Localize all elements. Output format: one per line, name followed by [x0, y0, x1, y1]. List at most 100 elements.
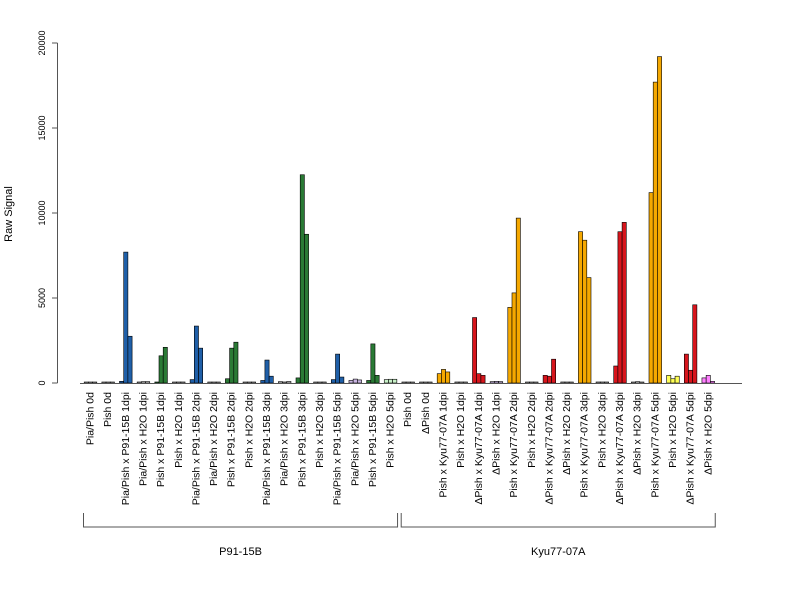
bar	[683, 353, 689, 384]
y-tick-label: 15000	[37, 115, 47, 140]
bar	[109, 381, 115, 384]
x-tick-label: Pish x H2O 5dpi	[667, 392, 679, 468]
bar	[260, 380, 266, 384]
bar	[229, 347, 235, 384]
bar-series	[83, 56, 715, 384]
bar	[154, 381, 160, 384]
bar	[194, 325, 199, 384]
bar	[498, 381, 504, 384]
bar	[670, 378, 676, 384]
bar	[357, 379, 362, 384]
bar	[352, 378, 358, 384]
bar	[172, 381, 177, 384]
bar	[701, 377, 707, 384]
bar	[176, 381, 182, 384]
strain-label: P91-15B	[219, 546, 262, 558]
bar	[92, 381, 98, 384]
bar	[441, 369, 446, 384]
bar	[515, 217, 521, 384]
bar	[180, 381, 186, 384]
bar	[366, 380, 372, 384]
bar	[321, 381, 327, 384]
bar	[458, 381, 464, 384]
bar	[211, 381, 217, 384]
bar	[339, 376, 345, 384]
bar	[101, 381, 107, 384]
bar	[401, 381, 407, 384]
bar	[207, 381, 213, 384]
bar	[507, 307, 513, 384]
bar	[525, 381, 530, 384]
x-tick-label: Pish x P91-15B 5dpi	[367, 392, 379, 487]
bar	[568, 381, 574, 384]
bar	[445, 371, 451, 384]
bar	[242, 381, 248, 384]
bar	[688, 369, 693, 384]
bar	[578, 231, 583, 384]
x-tick-label: ΔPish x H2O 2dpi	[561, 392, 573, 475]
x-tick-label: Pia/Pish x H2O 3dpi	[279, 392, 291, 486]
strain-brackets: P91-15B Kyu77-07A	[83, 513, 716, 558]
bar	[317, 381, 323, 384]
bar	[551, 358, 556, 384]
x-tick-label: Pia/Pish x H2O 2dpi	[208, 392, 220, 486]
bar	[388, 378, 393, 384]
y-tick-label: 0	[37, 380, 47, 385]
x-tick-label: Pish x H2O 2dpi	[526, 392, 538, 468]
x-tick-label: Pia/Pish x P91-15B 2dpi	[190, 392, 202, 505]
y-tick-label: 5000	[37, 288, 47, 308]
bar	[533, 381, 539, 384]
bar	[313, 381, 319, 384]
bar	[454, 381, 460, 384]
x-tick-label: ΔPish x Kyu77-07A 3dpi	[614, 392, 626, 505]
y-axis-label: Raw Signal	[3, 186, 15, 242]
bar	[692, 304, 698, 384]
x-tick-label: ΔPish x H2O 3dpi	[632, 392, 644, 475]
bar	[436, 373, 442, 384]
x-tick-label: ΔPish x Kyu77-07A 2dpi	[543, 392, 555, 505]
x-tick-label: ΔPish x Kyu77-07A 5dpi	[685, 392, 697, 505]
bar	[511, 292, 517, 384]
x-tick-label: Pish x Kyu77-07A 1dpi	[438, 392, 450, 498]
bar	[480, 375, 486, 384]
bar	[427, 381, 433, 384]
x-tick-label: Pish x P91-15B 1dpi	[155, 392, 167, 487]
bar	[666, 375, 672, 384]
bar	[560, 381, 566, 384]
bar	[330, 379, 336, 384]
bar	[613, 365, 619, 384]
x-tick-label: Pish x Kyu77-07A 3dpi	[579, 392, 591, 498]
bar	[710, 380, 715, 384]
bar	[599, 381, 605, 384]
bar	[529, 381, 535, 384]
bar	[141, 381, 146, 384]
bar	[639, 381, 645, 384]
bar	[215, 381, 221, 384]
x-tick-label: Pish x H2O 1dpi	[173, 392, 185, 468]
bar	[604, 381, 609, 384]
bar	[136, 381, 142, 384]
bar	[282, 381, 288, 384]
bar	[409, 381, 415, 384]
bar	[145, 381, 151, 384]
bar	[405, 381, 411, 384]
strain-bracket	[83, 513, 399, 528]
x-tick-label: ΔPish 0d	[420, 392, 432, 434]
x-tick-label: Pish x H2O 3dpi	[596, 392, 608, 468]
bar	[586, 277, 592, 384]
bar	[119, 380, 124, 384]
x-tick-label: Pia/Pish x P91-15B 1dpi	[120, 392, 132, 505]
bar	[233, 341, 239, 384]
x-tick-label: Pish x P91-15B 2dpi	[226, 392, 238, 487]
bar	[278, 381, 283, 384]
bar	[476, 373, 482, 384]
bar	[158, 355, 164, 384]
bar	[617, 231, 623, 384]
bar	[657, 56, 662, 384]
bar	[423, 381, 429, 384]
bar	[392, 378, 398, 384]
bar	[595, 381, 601, 384]
bar	[189, 379, 195, 384]
y-tick-label: 20000	[37, 30, 47, 55]
